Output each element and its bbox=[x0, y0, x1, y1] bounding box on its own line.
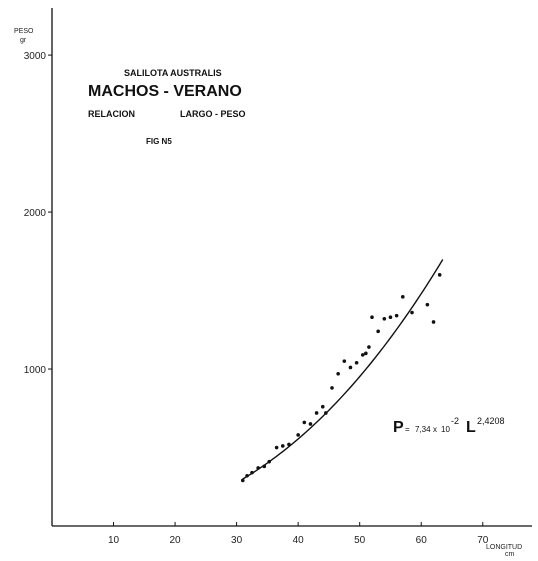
data-point bbox=[342, 359, 347, 363]
data-point bbox=[431, 320, 436, 324]
data-point bbox=[262, 464, 267, 469]
chart-subtitle: MACHOS - VERANO bbox=[88, 83, 242, 100]
x-tick-label: 40 bbox=[293, 535, 305, 546]
data-point bbox=[367, 345, 371, 349]
data-point bbox=[302, 420, 307, 425]
data-point bbox=[250, 470, 254, 475]
data-point bbox=[376, 329, 380, 334]
eq-lhs: P bbox=[393, 419, 404, 436]
fit-curve bbox=[242, 259, 444, 480]
data-point bbox=[394, 313, 399, 318]
data-point bbox=[400, 295, 405, 299]
data-point bbox=[240, 478, 245, 483]
y-ticks: 1000 2000 3000 bbox=[24, 51, 52, 376]
y-tick-label: 2000 bbox=[24, 208, 47, 219]
y-axis-title: PESO bbox=[14, 28, 34, 35]
x-tick-label: 10 bbox=[108, 535, 120, 546]
data-point bbox=[360, 353, 365, 357]
x-tick-label: 70 bbox=[477, 535, 489, 546]
data-point bbox=[410, 310, 414, 315]
eq-var: L bbox=[466, 419, 476, 436]
data-points bbox=[240, 273, 442, 483]
eq-base: 10 bbox=[441, 425, 450, 434]
x-tick-label: 20 bbox=[170, 535, 182, 546]
data-point bbox=[388, 315, 393, 320]
data-point bbox=[354, 360, 359, 365]
data-point bbox=[348, 365, 353, 370]
x-tick-label: 50 bbox=[354, 535, 366, 546]
relation-right: LARGO - PESO bbox=[180, 109, 246, 119]
data-point bbox=[256, 466, 260, 470]
data-point bbox=[382, 317, 387, 321]
chart-title: SALILOTA AUSTRALIS bbox=[124, 68, 222, 78]
data-point bbox=[296, 433, 300, 437]
x-tick-label: 30 bbox=[231, 535, 243, 546]
data-point bbox=[267, 459, 272, 464]
eq-times: x bbox=[433, 425, 437, 434]
x-axis-unit: cm bbox=[505, 551, 515, 558]
data-point bbox=[425, 302, 430, 307]
data-point bbox=[324, 411, 328, 415]
data-point bbox=[274, 445, 279, 450]
data-point bbox=[320, 404, 325, 409]
y-axis-unit: gr bbox=[20, 37, 27, 44]
eq-power: 2,4208 bbox=[477, 416, 505, 426]
y-tick-label: 3000 bbox=[24, 51, 47, 62]
eq-sign: = bbox=[405, 425, 410, 434]
x-tick-label: 60 bbox=[416, 535, 428, 546]
relation-left: RELACION bbox=[88, 109, 135, 119]
eq-exp: -2 bbox=[451, 416, 459, 426]
data-point bbox=[287, 442, 291, 447]
eq-coef: 7,34 bbox=[415, 425, 431, 434]
data-point bbox=[314, 411, 319, 415]
data-point bbox=[245, 473, 249, 478]
data-point bbox=[370, 315, 374, 320]
y-tick-label: 1000 bbox=[24, 365, 47, 376]
fit-equation: P = 7,34 x 10 -2 L 2,4208 bbox=[393, 416, 505, 436]
data-point bbox=[437, 273, 442, 277]
x-ticks: 10 20 30 40 50 60 70 bbox=[108, 522, 489, 546]
data-point bbox=[280, 444, 285, 448]
data-point bbox=[364, 351, 368, 356]
data-point bbox=[336, 371, 340, 376]
data-point bbox=[330, 386, 334, 390]
fig-label: FIG N5 bbox=[146, 137, 172, 146]
x-axis-title: LONGITUD bbox=[486, 544, 522, 551]
data-point bbox=[308, 422, 313, 426]
